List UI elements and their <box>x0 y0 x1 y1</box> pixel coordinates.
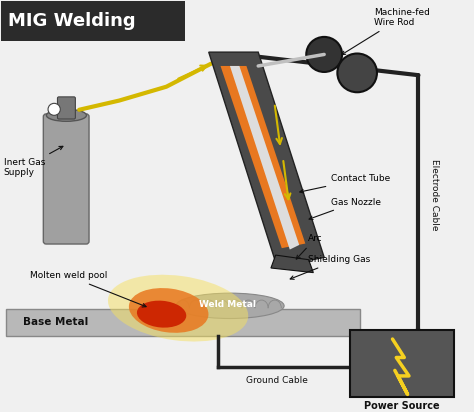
FancyBboxPatch shape <box>1 1 185 41</box>
Circle shape <box>48 103 60 115</box>
Ellipse shape <box>108 275 248 342</box>
Text: Arc: Arc <box>296 234 322 259</box>
Text: Shielding Gas: Shielding Gas <box>290 255 370 279</box>
FancyBboxPatch shape <box>350 330 454 397</box>
Polygon shape <box>271 255 313 273</box>
FancyBboxPatch shape <box>57 97 75 119</box>
Text: MIG Welding: MIG Welding <box>9 12 136 30</box>
Text: Power Source: Power Source <box>364 401 440 412</box>
Circle shape <box>306 37 342 72</box>
Ellipse shape <box>46 109 86 121</box>
Polygon shape <box>230 66 299 250</box>
Text: Molten weld pool: Molten weld pool <box>30 272 146 307</box>
Text: Machine-fed
Wire Rod: Machine-fed Wire Rod <box>342 8 429 55</box>
Text: Ground Cable: Ground Cable <box>246 376 308 385</box>
Circle shape <box>337 54 377 92</box>
Ellipse shape <box>129 288 209 333</box>
Text: Gas Nozzle: Gas Nozzle <box>309 197 381 220</box>
Text: Base Metal: Base Metal <box>23 317 88 328</box>
Text: Weld Metal: Weld Metal <box>199 300 256 309</box>
Polygon shape <box>209 52 324 267</box>
FancyBboxPatch shape <box>43 114 89 244</box>
Text: Contact Tube: Contact Tube <box>300 174 391 193</box>
FancyBboxPatch shape <box>6 309 359 336</box>
Ellipse shape <box>176 293 284 318</box>
Ellipse shape <box>137 301 186 328</box>
Text: Electrode Cable: Electrode Cable <box>430 159 439 231</box>
Polygon shape <box>220 66 305 248</box>
Text: Inert Gas
Supply: Inert Gas Supply <box>4 146 63 177</box>
